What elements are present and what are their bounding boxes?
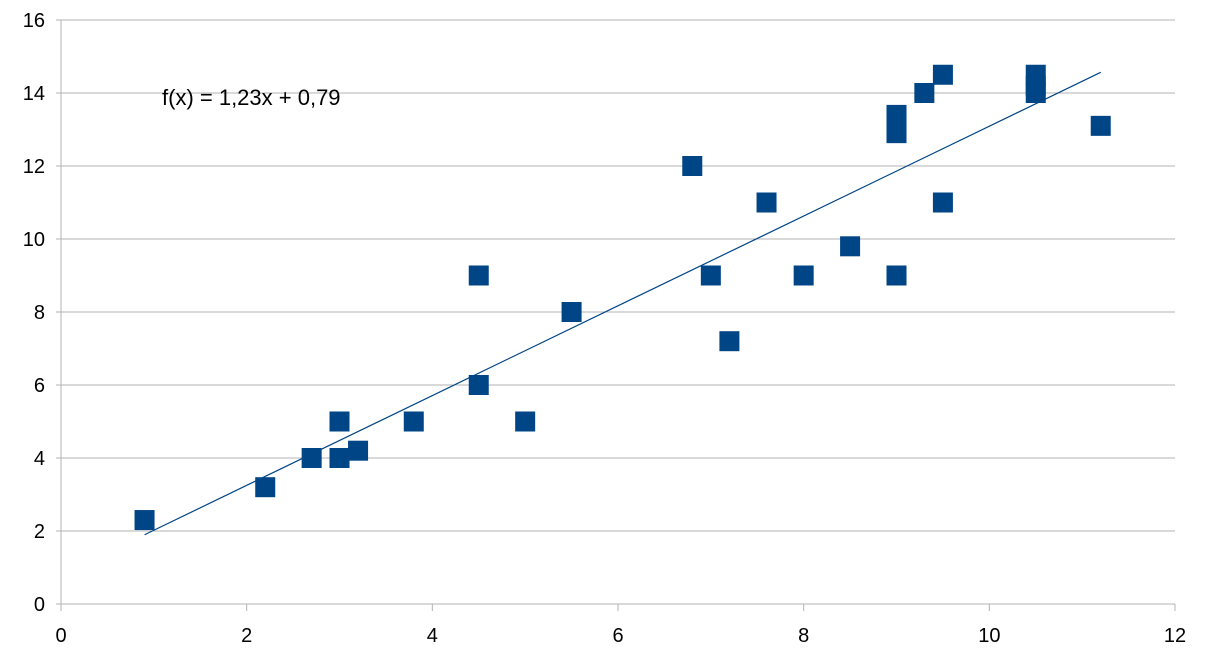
data-point (1025, 83, 1046, 103)
trendline-layer (144, 71, 1101, 536)
trendline-equation-label: f(x) = 1,23x + 0,79 (162, 85, 341, 110)
trendline (144, 71, 1101, 536)
data-point (932, 192, 953, 213)
y-tick-label: 2 (34, 521, 45, 543)
data-point (561, 302, 582, 322)
data-point (348, 440, 369, 461)
data-point (515, 411, 536, 432)
data-point (932, 64, 953, 85)
data-point (682, 156, 703, 176)
data-point (1090, 115, 1111, 136)
x-tick-label: 12 (1164, 625, 1186, 647)
data-points-layer (134, 64, 1111, 531)
data-point (329, 448, 350, 468)
y-tick-label: 4 (34, 448, 45, 470)
data-point (886, 123, 907, 144)
data-point (468, 375, 489, 395)
data-point (914, 83, 935, 103)
y-tick-label: 12 (23, 156, 45, 178)
data-point (403, 411, 424, 432)
y-tick-label: 6 (34, 375, 45, 397)
data-point (719, 331, 740, 352)
y-tick-label: 10 (23, 229, 45, 251)
x-tick-label: 2 (241, 625, 252, 647)
x-tick-label: 4 (427, 625, 438, 647)
x-tick-label: 6 (612, 625, 623, 647)
y-tick-label: 0 (34, 594, 45, 616)
grid-layer (56, 19, 1175, 605)
x-tick-label: 8 (798, 625, 809, 647)
label-layer: f(x) = 1,23x + 0,79 0 2 4 6 8 10 12 14 16 0 2 4 6 8 10… (23, 10, 1186, 647)
data-point (468, 265, 489, 286)
data-point (329, 411, 350, 432)
data-point (793, 265, 814, 286)
data-point (840, 236, 861, 257)
x-tick-label: 0 (55, 625, 66, 647)
data-point (255, 477, 276, 498)
data-point (886, 265, 907, 286)
data-point (756, 192, 777, 213)
data-point (301, 448, 322, 468)
data-point (134, 510, 155, 531)
x-tick-label: 10 (978, 625, 1000, 647)
axis-layer (60, 20, 1176, 611)
data-point (700, 265, 721, 286)
y-tick-label: 14 (23, 83, 45, 105)
y-tick-label: 16 (23, 10, 45, 32)
y-tick-label: 8 (34, 302, 45, 324)
